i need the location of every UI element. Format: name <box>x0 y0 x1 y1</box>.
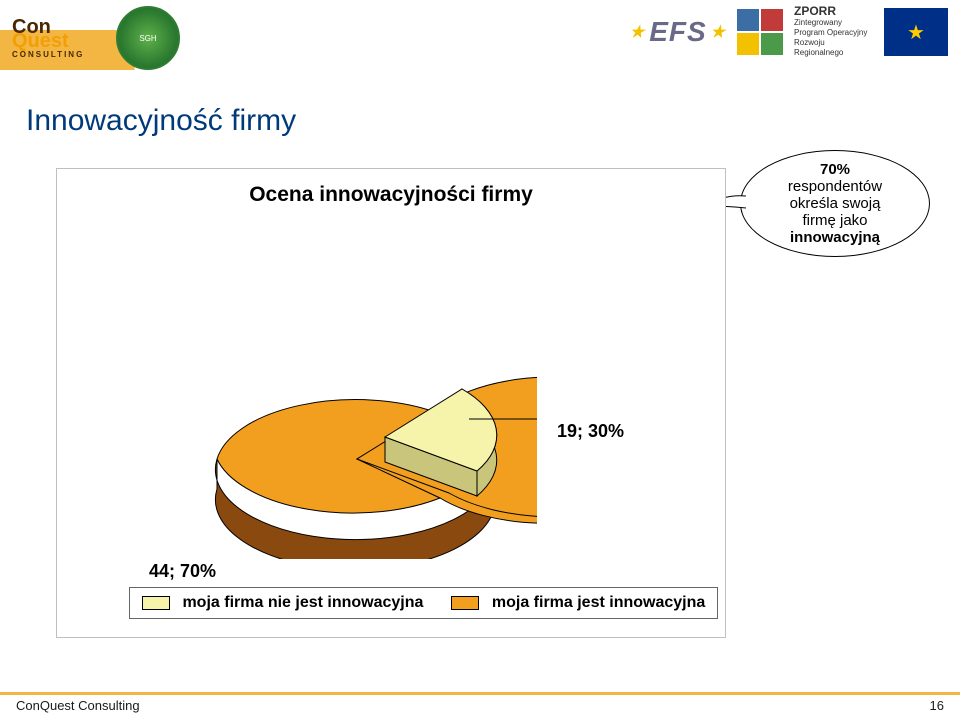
zporr-logo: ZPORR Zintegrowany Program Operacyjny Ro… <box>794 6 874 58</box>
conquest-line3: CONSULTING <box>12 50 108 59</box>
footer-left: ConQuest Consulting <box>16 698 140 713</box>
efs-text: EFS <box>649 16 706 48</box>
callout-line2: respondentów <box>788 178 882 195</box>
legend-swatch-innovative <box>451 596 479 610</box>
conquest-logo: Con Quest CONSULTING <box>12 6 108 70</box>
zporr-title: ZPORR <box>794 4 836 18</box>
sgh-logo: SGH <box>116 6 180 70</box>
legend-label-innovative: moja firma jest innowacyjna <box>492 594 705 611</box>
header: Con Quest CONSULTING SGH ★ EFS ★ ZPORR Z… <box>0 0 960 96</box>
puzzle-icon <box>736 8 784 56</box>
eu-flag-icon: ★ <box>884 8 948 56</box>
callout-line3: określa swoją <box>790 195 881 212</box>
footer: ConQuest Consulting 16 <box>0 692 960 716</box>
sgh-text: SGH <box>139 34 156 43</box>
star-icon: ★ <box>630 22 645 42</box>
chart-title: Ocena innowacyjności firmy <box>57 183 725 207</box>
pie-chart <box>197 359 537 559</box>
legend-item-innovative: moja firma jest innowacyjna <box>451 594 705 612</box>
slide-title: Innowacyjność firmy <box>26 104 296 138</box>
legend-swatch-not-innovative <box>142 596 170 610</box>
zporr-subtitle: Zintegrowany Program Operacyjny Rozwoju … <box>794 18 867 57</box>
slice-label-not-innovative: 19; 30% <box>557 421 624 442</box>
legend: moja firma nie jest innowacyjna moja fir… <box>129 587 718 619</box>
callout-line5: innowacyjną <box>790 229 880 246</box>
star-icon: ★ <box>711 22 726 42</box>
header-logos-left: Con Quest CONSULTING SGH <box>12 6 180 70</box>
chart-card: Ocena innowacyjności firmy 19; 30% 44; 7… <box>56 168 726 638</box>
slice-label-innovative: 44; 70% <box>149 561 216 582</box>
efs-logo: ★ EFS ★ <box>630 16 726 48</box>
eu-star: ★ <box>907 20 925 45</box>
callout-line4: firmę jako <box>802 212 867 229</box>
header-logos-right: ★ EFS ★ ZPORR Zintegrowany Program Opera… <box>630 6 948 58</box>
legend-label-not-innovative: moja firma nie jest innowacyjna <box>182 594 423 611</box>
legend-item-not-innovative: moja firma nie jest innowacyjna <box>142 594 423 612</box>
callout-pct: 70% <box>820 161 850 178</box>
conquest-line2: Quest <box>12 32 108 50</box>
footer-page: 16 <box>930 698 944 713</box>
callout-bubble: 70% respondentów określa swoją firmę jak… <box>740 150 930 257</box>
